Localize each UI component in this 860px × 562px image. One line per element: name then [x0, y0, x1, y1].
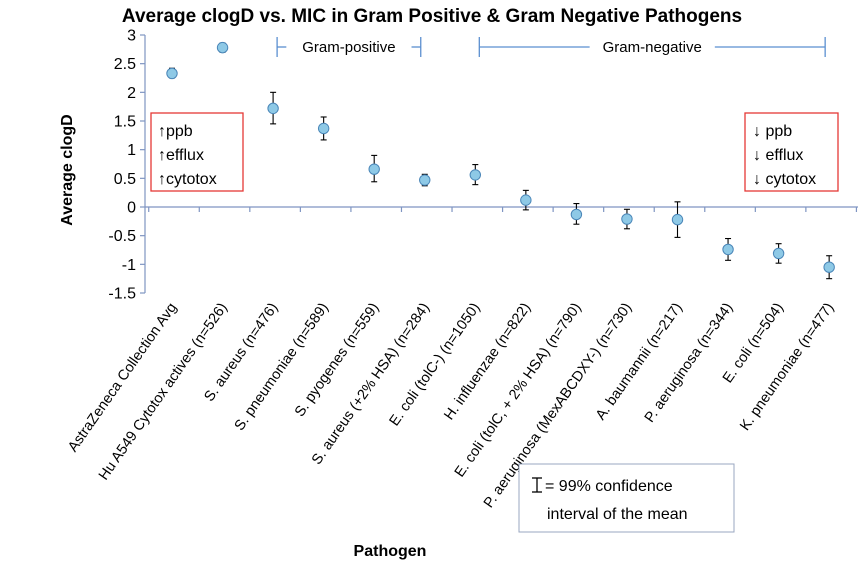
bracket-label: Gram-positive	[302, 39, 395, 56]
data-point	[621, 208, 633, 230]
chart-title: Average clogD vs. MIC in Gram Positive &…	[122, 6, 742, 27]
category-label: P. aeruginosa (n=344)	[642, 300, 737, 426]
category-label: H. influenzae (n=822)	[441, 300, 534, 423]
data-marker	[419, 174, 431, 186]
category-label: A. baumannii (n=217)	[593, 300, 686, 423]
left-box-line-1: ↑ppb	[158, 123, 193, 140]
data-marker	[469, 169, 481, 181]
data-marker	[823, 261, 835, 273]
x-axis-title: Pathogen	[354, 543, 427, 560]
y-tick-label: 3	[127, 28, 136, 45]
data-point	[368, 154, 380, 183]
bracket-label: Gram-negative	[603, 39, 702, 56]
y-tick-label: 1	[127, 142, 136, 159]
y-tick-label: -1.5	[108, 286, 136, 303]
data-marker	[671, 213, 684, 226]
right-annotation-box: ↓ ppb ↓ efflux ↓ cytotox	[744, 112, 839, 192]
data-marker	[520, 194, 532, 206]
y-axis-title: Average clogD	[59, 114, 76, 225]
data-marker	[317, 122, 330, 135]
y-tick-label: 2.5	[114, 56, 136, 73]
data-marker	[267, 102, 279, 115]
y-tick-label: -0.5	[108, 228, 136, 245]
error-bar-legend: = 99% confidence interval of the mean	[518, 463, 735, 533]
category-label: S. pneumoniae (n=589)	[232, 300, 332, 434]
right-box-line-2: ↓ efflux	[753, 147, 803, 164]
data-points	[166, 41, 835, 280]
data-point	[570, 203, 583, 225]
data-marker	[570, 208, 583, 221]
data-marker	[722, 243, 734, 256]
bracket-gram-negative: Gram-negative	[478, 37, 826, 57]
legend-line-1: = 99% confidence	[545, 478, 673, 495]
right-box-line-3: ↓ cytotox	[753, 171, 816, 188]
data-point	[166, 67, 178, 80]
data-marker	[166, 67, 178, 80]
y-tick-label: 0	[127, 200, 136, 217]
data-marker	[368, 163, 380, 175]
data-point	[722, 237, 734, 261]
error-bar-legend-icon	[532, 477, 542, 493]
data-point	[267, 91, 279, 125]
right-box-line-1: ↓ ppb	[753, 123, 792, 140]
data-marker	[621, 213, 633, 225]
category-label: E. coli (tolC-) (n=1050)	[387, 300, 484, 429]
y-tick-label: 1.5	[114, 114, 136, 131]
data-point	[216, 41, 229, 54]
data-marker	[772, 247, 785, 260]
data-marker	[216, 41, 229, 54]
bracket-gram-positive: Gram-positive	[276, 37, 422, 57]
left-annotation-box: ↑ppb ↑efflux ↑cytotox	[150, 112, 244, 192]
data-point	[823, 255, 835, 280]
y-tick-label: 0.5	[114, 171, 136, 188]
axes: 3 2.5 2 1.5 1 0.5 0 -0.5 -1 -1.5	[108, 28, 858, 303]
left-box-line-2: ↑efflux	[158, 147, 204, 164]
group-brackets: Gram-positive Gram-negative	[276, 37, 826, 57]
legend-line-2: interval of the mean	[547, 506, 688, 523]
data-point	[520, 189, 532, 211]
left-box-line-3: ↑cytotox	[158, 171, 217, 188]
data-point	[317, 116, 330, 141]
data-point	[419, 173, 431, 187]
data-point	[772, 243, 785, 264]
data-point	[671, 201, 684, 238]
category-label: K. pneumoniae (n=477)	[737, 300, 837, 434]
y-tick-label: 2	[127, 85, 136, 102]
y-tick-label: -1	[122, 257, 136, 274]
data-point	[469, 164, 481, 186]
